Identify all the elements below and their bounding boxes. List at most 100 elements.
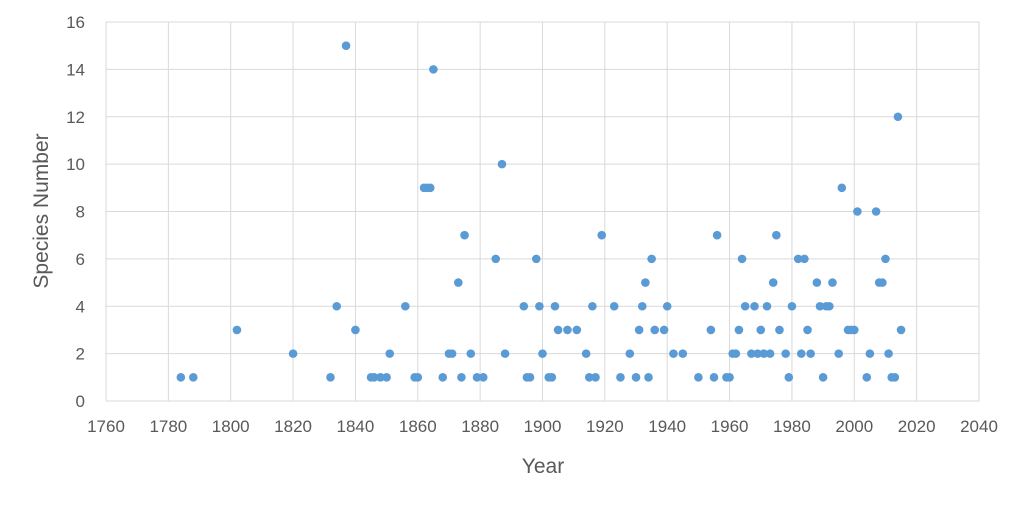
data-point (784, 373, 794, 382)
data-point (288, 349, 298, 358)
data-point (837, 183, 847, 193)
data-point (326, 373, 335, 382)
data-point (572, 325, 582, 335)
data-point (535, 301, 544, 311)
data-point (893, 112, 903, 122)
data-point (425, 183, 435, 193)
y-tick-label: 6 (76, 250, 85, 269)
data-point (176, 373, 186, 382)
data-point (413, 373, 423, 382)
data-point (884, 349, 893, 358)
y-tick-label: 16 (66, 13, 85, 32)
data-point (756, 325, 766, 335)
data-point (588, 301, 597, 311)
data-point (878, 278, 887, 287)
data-point (737, 254, 747, 264)
data-point (472, 373, 482, 382)
data-point (753, 349, 762, 358)
data-point (825, 301, 834, 311)
data-point (385, 349, 395, 358)
data-point (828, 278, 837, 287)
y-tick-label: 14 (66, 60, 85, 79)
gridlines (106, 21, 980, 401)
y-tick-label: 8 (76, 203, 85, 222)
data-point (550, 301, 560, 311)
data-point (491, 254, 501, 264)
data-point (401, 301, 410, 311)
x-tick-label: 1880 (461, 417, 499, 436)
x-tick-label: 1980 (773, 417, 811, 436)
data-point (376, 373, 385, 382)
tick-labels: 1760 1780 1800 1820 1840 1860 1880 1900 1920 1940… (66, 13, 998, 436)
data-point (706, 325, 716, 335)
data-point (637, 301, 647, 311)
data-point (616, 373, 625, 382)
data-point (694, 373, 703, 382)
data-point (775, 325, 784, 335)
data-point (647, 254, 656, 264)
data-point (834, 349, 843, 358)
data-point (853, 207, 862, 216)
data-point (896, 325, 906, 335)
data-point (500, 349, 510, 358)
y-axis-title: Species Number (30, 133, 53, 288)
data-point (862, 373, 872, 382)
data-point (438, 373, 448, 382)
data-point (553, 325, 563, 335)
data-point (740, 301, 750, 311)
data-point (563, 325, 572, 335)
data-point (818, 373, 828, 382)
x-tick-label: 1860 (399, 417, 437, 436)
data-point (712, 230, 722, 240)
data-point (803, 325, 812, 335)
data-point (731, 349, 741, 358)
y-tick-label: 0 (76, 392, 85, 411)
data-point (781, 349, 790, 358)
data-point (650, 325, 660, 335)
data-point (538, 349, 547, 358)
data-point (457, 373, 466, 382)
x-axis-title: Year (522, 455, 564, 478)
data-point (812, 278, 822, 287)
data-point (849, 325, 859, 335)
data-point (189, 373, 198, 382)
data-point (584, 373, 594, 382)
data-point (625, 349, 635, 358)
data-point (232, 325, 242, 335)
data-point (768, 278, 778, 287)
data-point (772, 230, 781, 240)
data-point (447, 349, 457, 358)
x-tick-label: 1840 (337, 417, 375, 436)
data-point (669, 349, 678, 358)
x-tick-label: 1940 (648, 417, 686, 436)
y-tick-label: 4 (76, 297, 85, 316)
data-point (762, 301, 772, 311)
data-point (641, 278, 650, 287)
y-tick-label: 12 (66, 108, 85, 127)
data-point (750, 301, 759, 311)
x-tick-label: 1960 (711, 417, 749, 436)
data-point (871, 207, 881, 216)
data-point (800, 254, 809, 264)
x-tick-label: 1760 (87, 417, 125, 436)
x-tick-label: 1820 (274, 417, 312, 436)
data-point (734, 325, 744, 335)
x-tick-label: 1900 (524, 417, 562, 436)
data-point (531, 254, 541, 264)
x-tick-label: 2000 (835, 417, 873, 436)
data-point (662, 301, 672, 311)
x-tick-label: 1780 (149, 417, 187, 436)
data-point (497, 159, 507, 169)
data-point (581, 349, 591, 358)
data-point (759, 349, 769, 358)
data-point (597, 230, 607, 240)
data-point (591, 373, 600, 382)
data-point (709, 373, 719, 382)
y-tick-label: 10 (66, 155, 85, 174)
data-point (609, 301, 619, 311)
data-point (466, 349, 476, 358)
data-point (659, 325, 669, 335)
data-point (525, 373, 535, 382)
